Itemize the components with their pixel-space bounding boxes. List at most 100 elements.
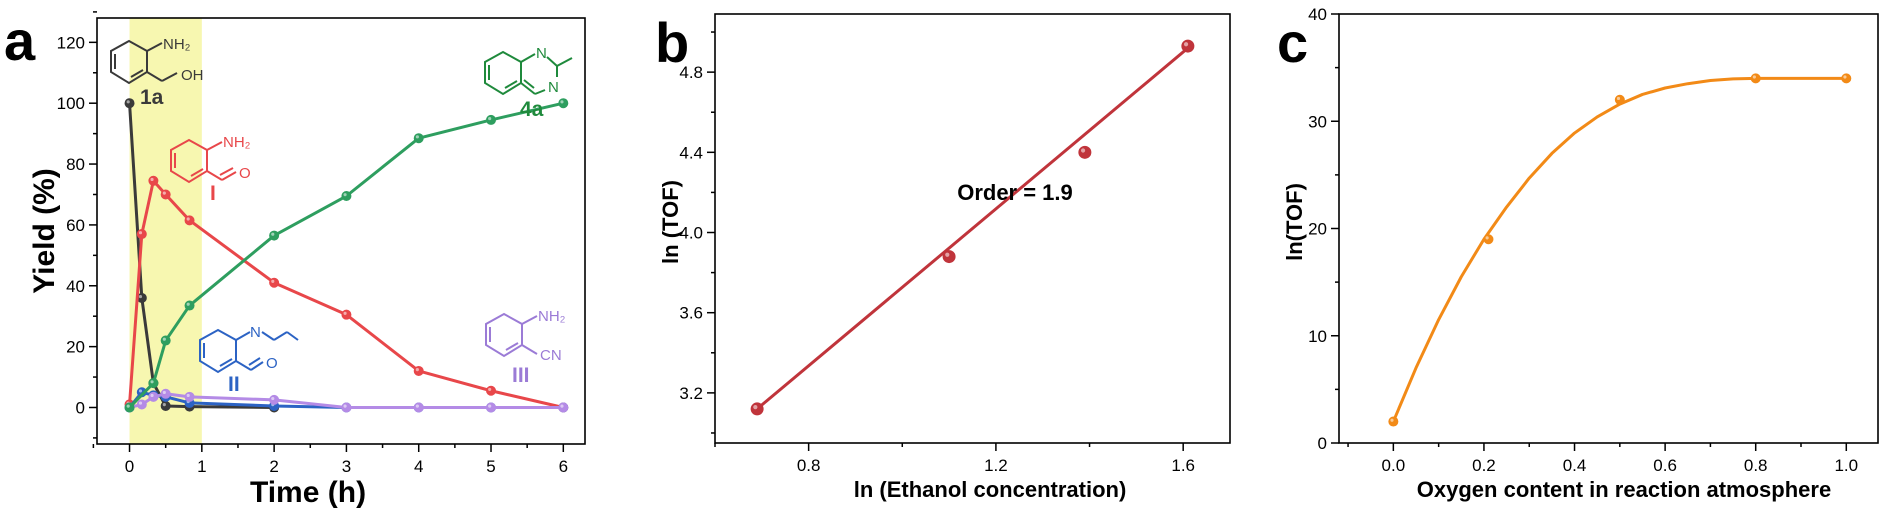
point-I (413, 365, 424, 376)
data-point-highlight (945, 252, 950, 257)
point-I-highlight (415, 368, 419, 372)
structure-II: N O II (199, 324, 299, 396)
point-4a (486, 114, 497, 125)
structure-III-nh2: NH₂ (538, 308, 566, 325)
point-I (341, 309, 352, 320)
point-III-highlight (138, 401, 143, 405)
panel-a-y-tick-label: 60 (66, 216, 85, 235)
panel-a-x-tick-label: 0 (125, 457, 134, 476)
point-I-highlight (271, 279, 275, 283)
point-4a-highlight (560, 100, 564, 104)
panel-c-y-tick-label: 20 (1308, 220, 1327, 239)
panel-a-x-axis-label: Time (h) (250, 476, 366, 509)
point-III (558, 402, 569, 413)
structure-4a-n1: N (536, 45, 547, 62)
panel-b-x-tick-label: 0.8 (797, 456, 821, 475)
panel-a-y-tick-label: 120 (57, 33, 85, 52)
panel-letter-c: c (1277, 11, 1308, 74)
point-4a (124, 402, 135, 413)
panel-c-x-axis-label: Oxygen content in reaction atmosphere (1417, 477, 1831, 502)
panel-b-y-tick-label: 4.4 (679, 143, 703, 162)
point-4a-highlight (343, 193, 347, 197)
panel-b-x-tick-label: 1.2 (984, 456, 1008, 475)
panel-b-y-axis-label: ln (TOF) (658, 180, 683, 264)
data-point (1614, 94, 1625, 105)
panel-b-series (750, 39, 1195, 416)
data-point-highlight (1843, 75, 1847, 79)
panel-b-frame (714, 13, 1231, 444)
panel-a-y-tick-label: 0 (76, 398, 85, 417)
data-point-highlight (753, 405, 758, 410)
point-III (184, 391, 195, 402)
panel-b-order-annotation: Order = 1.9 (957, 180, 1073, 205)
panel-b-axes: 0.8 1.2 1.6 3.2 3.6 4.0 4.4 4.8 (679, 13, 1231, 475)
panel-a-y-tick-label: 80 (66, 155, 85, 174)
point-I (486, 385, 497, 396)
structure-1a: NH₂ OH 1a (110, 36, 204, 109)
point-4a (160, 335, 171, 346)
panel-a-y-axis-label: Yield (%) (28, 168, 61, 294)
panel-b: b 0.8 1.2 1.6 3.2 3.6 4.0 4.4 4.8 Order = 1.9 l… (655, 11, 1231, 502)
data-point (1388, 416, 1399, 427)
point-III (413, 402, 424, 413)
point-4a-highlight (162, 337, 166, 341)
point-1a (124, 98, 135, 109)
structure-III: NH₂ CN III (485, 308, 566, 387)
panel-b-x-axis-label: ln (Ethanol concentration) (854, 477, 1127, 502)
point-III-highlight (560, 404, 564, 408)
structure-III-cn: CN (540, 347, 562, 364)
panel-b-y-tick-label: 3.6 (679, 304, 703, 323)
point-1a (160, 400, 171, 411)
panel-b-y-tick-label: 4.8 (679, 63, 703, 82)
panel-letter-a: a (4, 9, 36, 72)
fit-curve (1391, 76, 1847, 423)
data-point (1483, 234, 1494, 245)
point-III (486, 402, 497, 413)
point-III (341, 402, 352, 413)
data-point (750, 402, 764, 416)
panel-a-x-tick-label: 6 (559, 457, 568, 476)
point-III (269, 394, 280, 405)
point-II-highlight (138, 389, 143, 393)
point-4a-highlight (186, 302, 190, 306)
series-line-III (129, 392, 564, 409)
panel-a-y-tick-label: 100 (57, 94, 85, 113)
panel-c-y-tick-label: 0 (1318, 434, 1327, 453)
data-point (942, 250, 956, 264)
structure-I: NH₂ O I (170, 134, 251, 205)
structure-1a-label: 1a (140, 86, 164, 109)
panel-c-x-tick-label: 0.4 (1563, 456, 1587, 475)
panel-b-y-tick-label: 3.2 (679, 384, 703, 403)
point-I (184, 215, 195, 226)
structure-1a-oh: OH (181, 67, 204, 84)
point-I-highlight (150, 177, 154, 182)
point-1a-highlight (162, 403, 166, 407)
panel-c-y-tick-label: 30 (1308, 112, 1327, 131)
point-1a-highlight (138, 295, 143, 299)
point-I-highlight (186, 217, 190, 221)
point-4a (558, 98, 569, 109)
point-I (136, 229, 147, 240)
panel-a-x-tick-label: 3 (342, 457, 351, 476)
structure-I-label: I (210, 182, 216, 205)
point-III-highlight (343, 404, 347, 408)
point-I-highlight (162, 191, 166, 195)
structure-4a-n2: N (548, 79, 559, 96)
point-III-highlight (415, 404, 419, 408)
point-III-highlight (488, 404, 492, 408)
point-III-highlight (150, 393, 154, 398)
point-4a-highlight (271, 232, 275, 236)
panel-b-x-tick-label: 1.6 (1171, 456, 1195, 475)
panel-c-axes: 0.0 0.2 0.4 0.6 0.8 1.0 0 10 20 30 40 (1308, 5, 1879, 475)
panel-letter-b: b (655, 11, 689, 74)
point-III-highlight (162, 390, 166, 395)
panel-a-x-tick-label: 5 (486, 457, 495, 476)
data-point (1078, 145, 1092, 159)
data-point-highlight (1080, 148, 1086, 153)
panel-a-y-tick-label: 20 (66, 338, 85, 357)
point-III-highlight (271, 396, 275, 401)
structure-I-nh2: NH₂ (223, 134, 251, 151)
